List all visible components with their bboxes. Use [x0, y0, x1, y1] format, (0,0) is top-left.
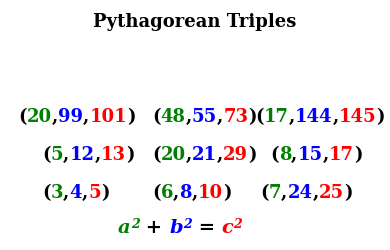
Text: (: (: [42, 184, 51, 202]
Text: 10: 10: [198, 184, 223, 202]
Text: 48: 48: [161, 108, 186, 126]
Text: ,: ,: [94, 146, 101, 164]
Text: (: (: [152, 108, 161, 126]
Text: 20: 20: [27, 108, 52, 126]
Text: 99: 99: [58, 108, 83, 126]
Text: 2: 2: [233, 218, 242, 230]
Text: ): ): [126, 146, 134, 164]
Text: ,: ,: [82, 184, 88, 202]
Text: 5: 5: [51, 146, 63, 164]
Text: 17: 17: [329, 146, 354, 164]
Text: 13: 13: [101, 146, 126, 164]
Text: 2: 2: [183, 218, 191, 230]
Text: 24: 24: [287, 184, 312, 202]
Text: 8: 8: [278, 146, 291, 164]
Text: c: c: [222, 219, 233, 237]
Text: 144: 144: [295, 108, 332, 126]
Text: ,: ,: [63, 184, 69, 202]
Text: 15: 15: [297, 146, 323, 164]
Text: 20: 20: [161, 146, 186, 164]
Text: 25: 25: [319, 184, 344, 202]
Text: 4: 4: [69, 184, 82, 202]
Text: 17: 17: [264, 108, 289, 126]
Text: ,: ,: [52, 108, 58, 126]
Text: ,: ,: [323, 146, 329, 164]
Text: ,: ,: [192, 184, 198, 202]
Text: 2: 2: [131, 218, 139, 230]
Text: ,: ,: [83, 108, 89, 126]
Text: (: (: [42, 146, 51, 164]
Text: ,: ,: [173, 184, 179, 202]
Text: 55: 55: [192, 108, 217, 126]
Text: ): ): [248, 146, 257, 164]
Text: ): ): [127, 108, 135, 126]
Text: Pythagorean Triples: Pythagorean Triples: [93, 13, 297, 31]
Text: (: (: [255, 108, 264, 126]
Text: ): ): [376, 108, 385, 126]
Text: ): ): [223, 184, 232, 202]
Text: 5: 5: [88, 184, 101, 202]
Text: 3: 3: [51, 184, 63, 202]
Text: ,: ,: [217, 108, 223, 126]
Text: 12: 12: [69, 146, 94, 164]
Text: ,: ,: [186, 108, 192, 126]
Text: ,: ,: [63, 146, 69, 164]
Text: a: a: [118, 219, 131, 237]
Text: (: (: [152, 184, 161, 202]
Text: 8: 8: [179, 184, 192, 202]
Text: 7: 7: [269, 184, 281, 202]
Text: ,: ,: [281, 184, 287, 202]
Text: ,: ,: [217, 146, 223, 164]
Text: 73: 73: [223, 108, 248, 126]
Text: ): ): [354, 146, 362, 164]
Text: ,: ,: [291, 146, 297, 164]
Text: (: (: [152, 146, 161, 164]
Text: ): ): [248, 108, 257, 126]
Text: (: (: [260, 184, 269, 202]
Text: (: (: [270, 146, 278, 164]
Text: ): ): [101, 184, 109, 202]
Text: 145: 145: [339, 108, 376, 126]
Text: 29: 29: [223, 146, 248, 164]
Text: ,: ,: [332, 108, 339, 126]
Text: 101: 101: [89, 108, 127, 126]
Text: 21: 21: [192, 146, 217, 164]
Text: =: =: [191, 219, 222, 237]
Text: 6: 6: [161, 184, 173, 202]
Text: b: b: [169, 219, 183, 237]
Text: ,: ,: [289, 108, 295, 126]
Text: ,: ,: [186, 146, 192, 164]
Text: (: (: [18, 108, 27, 126]
Text: ,: ,: [312, 184, 319, 202]
Text: +: +: [139, 219, 169, 237]
Text: ): ): [344, 184, 352, 202]
